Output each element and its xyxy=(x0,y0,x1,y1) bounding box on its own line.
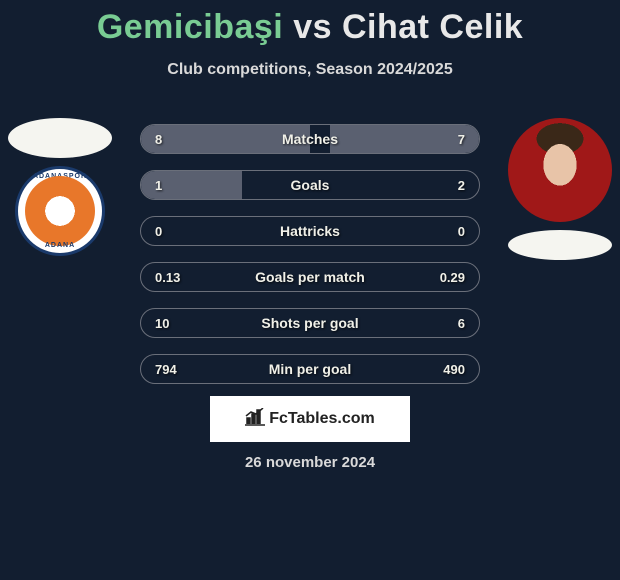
player1-name: Gemicibaşi xyxy=(97,8,283,46)
player2-photo xyxy=(508,118,612,222)
stat-row: 10 Shots per goal 6 xyxy=(140,308,480,338)
stat-label: Goals xyxy=(291,177,330,193)
stat-value-right: 0.29 xyxy=(440,270,465,285)
watermark-text: FcTables.com xyxy=(269,410,375,428)
stat-row: 8 Matches 7 xyxy=(140,124,480,154)
player2-name: Cihat Celik xyxy=(342,8,523,46)
player2-column xyxy=(508,118,612,260)
stat-value-right: 2 xyxy=(458,178,465,193)
badge-bottom-text: ADANA xyxy=(45,242,75,249)
badge-inner xyxy=(25,176,95,246)
watermark: FcTables.com xyxy=(210,396,410,442)
player2-face xyxy=(508,118,612,222)
stat-value-right: 0 xyxy=(458,224,465,239)
stat-row: 0.13 Goals per match 0.29 xyxy=(140,262,480,292)
eagle-icon xyxy=(45,201,75,221)
player2-club-badge xyxy=(508,230,612,260)
comparison-title: Gemicibaşi vs Cihat Celik xyxy=(0,0,620,47)
player1-club-badge: ADANASPOR ADANA xyxy=(15,166,105,256)
stat-value-left: 10 xyxy=(155,316,169,331)
chart-icon xyxy=(245,408,265,431)
date: 26 november 2024 xyxy=(245,454,375,471)
stat-value-right: 7 xyxy=(458,132,465,147)
stat-label: Goals per match xyxy=(255,269,365,285)
stat-value-left: 0 xyxy=(155,224,162,239)
player1-photo xyxy=(8,118,112,158)
stats-container: 8 Matches 7 1 Goals 2 0 Hattricks 0 0.13 Goals per… xyxy=(140,124,480,400)
stat-fill-right xyxy=(330,125,479,153)
stat-row: 794 Min per goal 490 xyxy=(140,354,480,384)
stat-label: Shots per goal xyxy=(261,315,358,331)
stat-value-left: 1 xyxy=(155,178,162,193)
stat-value-right: 6 xyxy=(458,316,465,331)
stat-row: 1 Goals 2 xyxy=(140,170,480,200)
stat-value-right: 490 xyxy=(443,362,465,377)
vs-text: vs xyxy=(293,8,332,46)
subtitle: Club competitions, Season 2024/2025 xyxy=(0,61,620,79)
stat-value-left: 0.13 xyxy=(155,270,180,285)
stat-value-left: 794 xyxy=(155,362,177,377)
stat-label: Min per goal xyxy=(269,361,351,377)
stat-row: 0 Hattricks 0 xyxy=(140,216,480,246)
stat-label: Hattricks xyxy=(280,223,340,239)
stat-value-left: 8 xyxy=(155,132,162,147)
player1-column: ADANASPOR ADANA xyxy=(8,118,112,256)
stat-label: Matches xyxy=(282,131,338,147)
